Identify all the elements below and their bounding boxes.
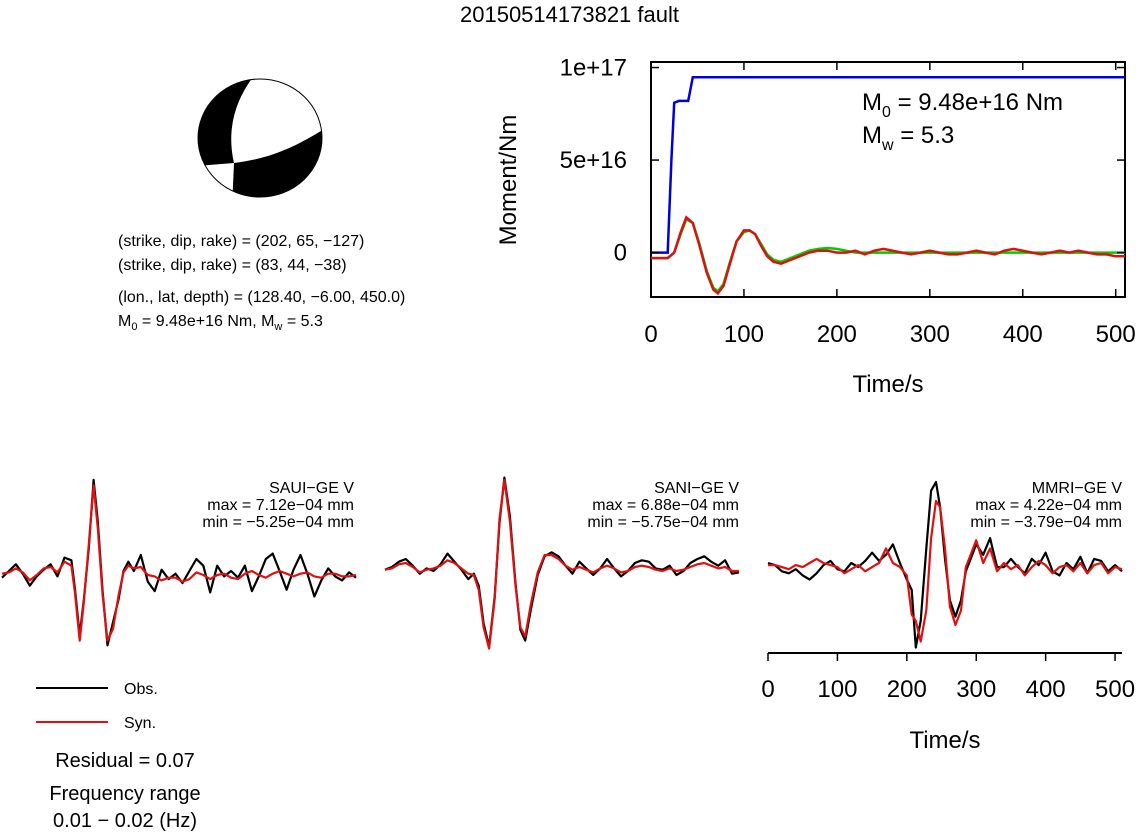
residual-label: Residual = 0.07	[55, 750, 195, 772]
waveform-syn-trace	[384, 478, 739, 650]
moment-ytick-label: 1e+17	[560, 55, 627, 82]
legend-obs-label: Obs.	[124, 681, 158, 698]
legend: Obs. Syn.	[36, 681, 158, 732]
mw-subscript: w	[274, 321, 283, 334]
waveform-xtick-label: 400	[1026, 676, 1066, 703]
m0-symbol: M	[118, 313, 132, 330]
moment-annotation-mw: Mw = 5.3	[862, 122, 954, 154]
moment-chart-xlabel: Time/s	[852, 371, 923, 398]
moment-xtick-label: 400	[1003, 321, 1043, 348]
mw-value: = 5.3	[282, 313, 323, 330]
waveform-obs-trace	[384, 476, 740, 648]
waveform-xtick-label: 300	[956, 676, 996, 703]
waveform-xtick-label: 100	[817, 676, 857, 703]
moment-xtick-label: 200	[817, 321, 857, 348]
waveform-obs-trace	[1, 478, 357, 647]
station-label-sauige: SAUI−GE V	[269, 480, 354, 497]
moment-chart-frame	[650, 61, 1126, 298]
waveform-panel-mmrige	[767, 480, 1123, 649]
frequency-value: 0.01 − 0.02 (Hz)	[53, 810, 197, 832]
min-label-mmrige: min = −3.79e−04 mm	[970, 514, 1122, 531]
moment-series-1	[651, 217, 1125, 294]
moment-xtick-label: 500	[1096, 321, 1136, 348]
max-label-sauige: max = 7.12e−04 mm	[207, 497, 354, 514]
station-label-mmrige: MMRI−GE V	[1032, 480, 1123, 497]
min-label-sanige: min = −5.75e−04 mm	[587, 514, 739, 531]
moment-xtick-label: 300	[910, 321, 950, 348]
moment-annotation-m0: M0 = 9.48e+16 Nm	[862, 89, 1063, 121]
frequency-label: Frequency range	[49, 783, 201, 805]
waveform-syn-trace	[1, 484, 357, 642]
magnitude-label: M0 = 9.48e+16 Nm, Mw = 5.3	[118, 312, 323, 337]
station-label-sanige: SANI−GE V	[654, 480, 739, 497]
moment-ytick-label: 5e+16	[560, 147, 627, 174]
waveform-panel-sauige	[1, 478, 357, 647]
moment-chart-ylabel: Moment/Nm	[495, 115, 522, 246]
location-label: (lon., lat, depth) = (128.40, −6.00, 450…	[118, 289, 406, 306]
waveform-panel-sanige	[384, 476, 740, 650]
waveform-xtick-label: 500	[1095, 676, 1135, 703]
moment-series-2	[651, 215, 1125, 296]
max-label-mmrige: max = 4.22e−04 mm	[975, 497, 1122, 514]
waveform-xlabel: Time/s	[909, 727, 980, 754]
page-title: 20150514173821 fault	[460, 2, 679, 27]
legend-syn-label: Syn.	[124, 715, 156, 732]
beachball-outline	[197, 78, 323, 198]
m0-subscript: 0	[131, 321, 138, 334]
waveform-xtick-label: 200	[887, 676, 927, 703]
waveform-syn-trace	[768, 499, 1123, 643]
min-label-sauige: min = −5.25e−04 mm	[202, 514, 354, 531]
moment-ytick-label: 0	[614, 240, 627, 267]
m0-value: = 9.48e+16 Nm, M	[137, 313, 275, 330]
moment-xtick-label: 100	[724, 321, 764, 348]
moment-series-0	[651, 75, 1125, 254]
beachball-diagram	[197, 78, 323, 198]
np1-label: (strike, dip, rake) = (202, 65, −127)	[118, 233, 365, 250]
waveform-xtick-label: 0	[761, 676, 774, 703]
moment-chart: 0 100 200 300 400 500 0 5e+16 1e+17 Time/s Mome…	[495, 55, 1136, 398]
waveform-panels: SAUI−GE V max = 7.12e−04 mm min = −5.25e…	[1, 476, 1135, 754]
moment-xtick-label: 0	[644, 321, 657, 348]
np2-label: (strike, dip, rake) = (83, 44, −38)	[118, 257, 347, 274]
max-label-sanige: max = 6.88e−04 mm	[592, 497, 739, 514]
